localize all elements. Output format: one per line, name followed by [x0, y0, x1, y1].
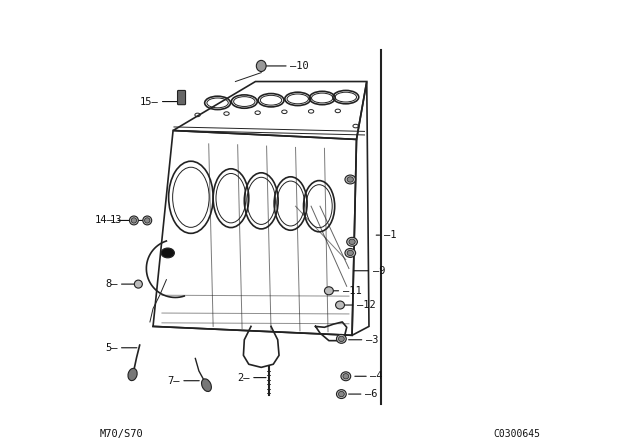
- Ellipse shape: [347, 237, 357, 246]
- Text: 15—: 15—: [140, 97, 158, 107]
- Text: —4: —4: [371, 371, 383, 381]
- Ellipse shape: [337, 390, 346, 399]
- Ellipse shape: [145, 218, 150, 223]
- Text: C0300645: C0300645: [493, 429, 540, 439]
- Text: 13—: 13—: [109, 215, 128, 225]
- Ellipse shape: [134, 280, 142, 288]
- Ellipse shape: [341, 372, 351, 381]
- Text: 5—: 5—: [105, 343, 117, 353]
- Ellipse shape: [347, 177, 353, 182]
- Text: 8—: 8—: [105, 279, 117, 289]
- Ellipse shape: [339, 392, 344, 397]
- Text: 14—: 14—: [95, 215, 114, 225]
- Ellipse shape: [349, 239, 355, 245]
- Ellipse shape: [129, 216, 138, 225]
- Ellipse shape: [339, 336, 344, 341]
- Ellipse shape: [335, 301, 344, 309]
- Ellipse shape: [345, 249, 356, 258]
- Text: —1: —1: [383, 230, 396, 240]
- Text: —12: —12: [357, 300, 376, 310]
- Ellipse shape: [128, 368, 137, 381]
- Ellipse shape: [161, 248, 175, 258]
- Text: —3: —3: [366, 335, 378, 345]
- Ellipse shape: [131, 218, 136, 223]
- Ellipse shape: [345, 175, 356, 184]
- Ellipse shape: [324, 287, 333, 295]
- Text: —6: —6: [365, 389, 378, 399]
- Text: —10: —10: [290, 61, 309, 71]
- Ellipse shape: [343, 374, 349, 379]
- Ellipse shape: [257, 60, 266, 72]
- Text: —11: —11: [342, 286, 362, 296]
- Ellipse shape: [202, 379, 211, 392]
- FancyBboxPatch shape: [177, 90, 186, 105]
- Text: 2—: 2—: [237, 373, 250, 383]
- Text: —9: —9: [372, 266, 385, 276]
- Ellipse shape: [347, 250, 353, 256]
- Ellipse shape: [143, 216, 152, 225]
- Text: 7—: 7—: [167, 376, 180, 386]
- Text: M70/S70: M70/S70: [100, 429, 143, 439]
- Ellipse shape: [337, 334, 346, 343]
